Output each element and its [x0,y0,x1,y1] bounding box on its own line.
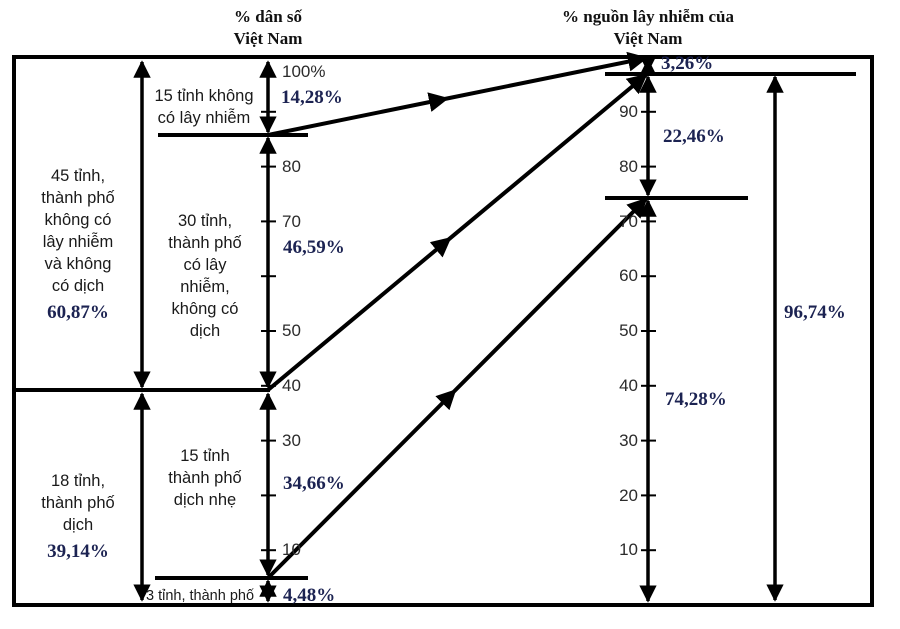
source-tick-40: 40 [619,376,638,395]
segment-15-mild-label: 15 tỉnh thành phố dịch nhẹ [168,447,242,509]
population-tick-30: 30 [282,431,301,450]
population-tick-100: 100% [282,62,326,81]
source-tick-10: 10 [619,540,638,559]
source-tick-60: 60 [619,266,638,285]
source-tick-90: 90 [619,102,638,121]
source-top-gap-value: 3,26% [661,53,714,74]
segment-30-infection-label: 30 tỉnh, thành phố có lây nhiễm, không c… [168,212,242,340]
source-lower-value: 74,28% [665,389,727,410]
block-18-provinces-label: 18 tỉnh, thành phố dịch [41,472,115,534]
population-tick-10: 10 [282,540,301,559]
population-tick-80: 80 [282,157,301,176]
block-45-provinces: 45 tỉnh, thành phố không có lây nhiễm và… [18,143,138,346]
segment-15-no-infection-label: 15 tỉnh không có lây nhiễm [154,87,254,127]
segment-3-provinces-label: 3 tỉnh, thành phố [146,588,255,604]
source-tick-70: 70 [619,212,638,231]
source-axis-title: % nguồn lây nhiễm của Việt Nam [562,7,734,49]
segment-15-mild-value: 34,66% [283,473,345,494]
block-18-provinces: 18 tỉnh, thành phố dịch 39,14% [18,448,138,585]
population-tick-50: 50 [282,321,301,340]
block-18-provinces-value: 39,14% [47,541,109,562]
population-tick-40: 40 [282,376,301,395]
segment-3-provinces-value: 4,48% [283,585,336,606]
population-tick-70: 70 [282,212,301,231]
source-tick-30: 30 [619,431,638,450]
source-tick-50: 50 [619,321,638,340]
segment-30-infection-value: 46,59% [283,237,345,258]
mapping-arrows [266,51,648,580]
source-total-value: 96,74% [784,302,846,323]
source-tick-20: 20 [619,486,638,505]
block-45-provinces-value: 60,87% [47,302,109,323]
population-axis-title: % dân số Việt Nam [233,7,303,49]
segment-15-no-infection-value: 14,28% [281,87,343,108]
block-45-provinces-label: 45 tỉnh, thành phố không có lây nhiễm và… [41,167,115,295]
source-tick-80: 80 [619,157,638,176]
source-upper-value: 22,46% [663,126,725,147]
